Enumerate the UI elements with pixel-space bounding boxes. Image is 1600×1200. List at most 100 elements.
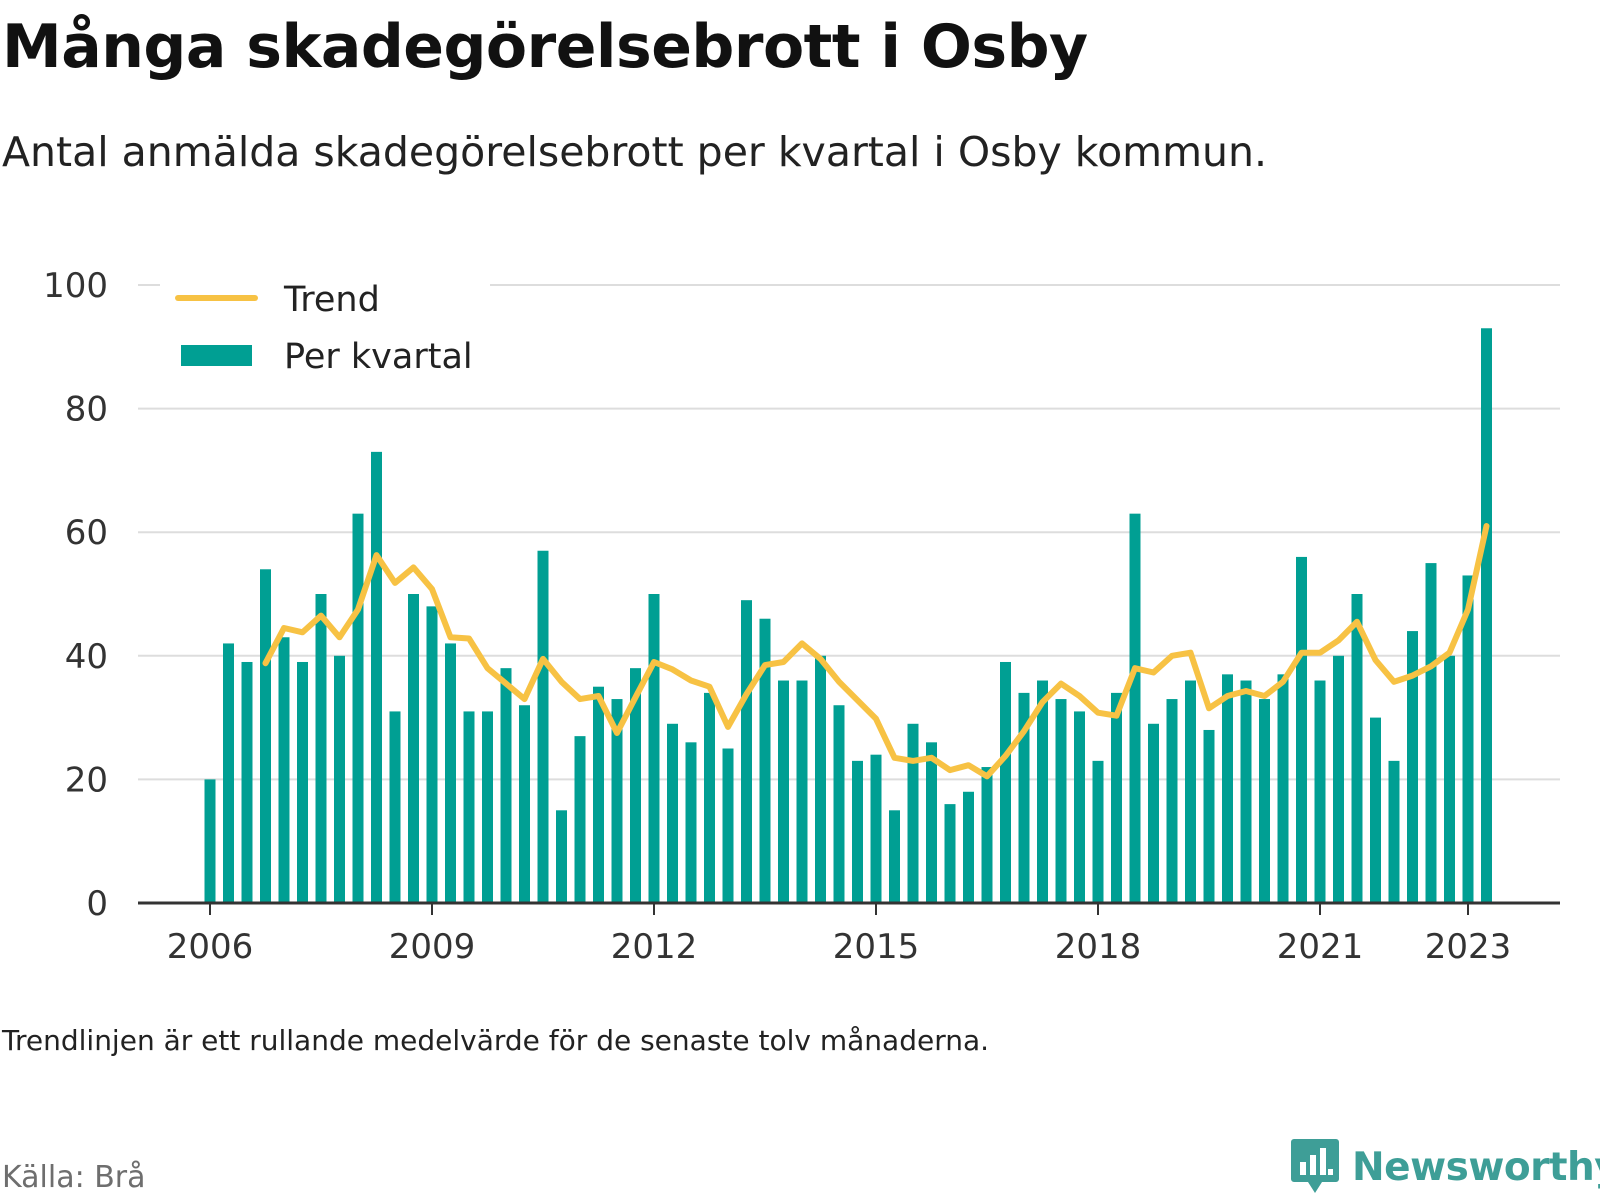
- bar: [722, 748, 734, 903]
- bar: [1055, 699, 1067, 903]
- bar: [352, 513, 364, 903]
- bar: [981, 767, 993, 903]
- legend-bar-label: Per kvartal: [284, 337, 473, 377]
- bar: [1111, 692, 1122, 903]
- bar: [1481, 328, 1492, 903]
- bar: [1129, 513, 1141, 903]
- bar: [1074, 711, 1085, 903]
- bar: [759, 618, 771, 903]
- brand-name: Newsworthy: [1352, 1144, 1600, 1190]
- bar: [389, 711, 401, 903]
- bar: [648, 594, 660, 903]
- y-tick-label: 60: [65, 513, 108, 553]
- brand-logo: Newsworthy: [1290, 1137, 1600, 1197]
- bar: [1185, 680, 1196, 903]
- bar: [907, 723, 919, 903]
- bar: [1222, 674, 1233, 903]
- y-tick-label: 0: [86, 884, 108, 924]
- bar: [852, 760, 863, 903]
- bar: [741, 600, 752, 903]
- bar: [1277, 674, 1289, 903]
- bar: [482, 711, 493, 903]
- bar: [944, 804, 956, 903]
- x-tick-label: 2021: [1277, 927, 1364, 967]
- bar: [1037, 680, 1048, 903]
- bar: [593, 686, 604, 903]
- bar: [1240, 680, 1252, 903]
- bar: [537, 550, 549, 903]
- bar: [704, 692, 715, 903]
- chart-subtitle: Antal anmälda skadegörelsebrott per kvar…: [2, 128, 1268, 176]
- y-tick-label: 100: [43, 266, 108, 306]
- x-tick-label: 2006: [167, 927, 254, 967]
- bar: [611, 699, 623, 903]
- trend-line: [262, 523, 1490, 780]
- bar: [334, 655, 345, 903]
- bar: [889, 810, 900, 903]
- bar: [241, 661, 253, 903]
- newsworthy-logo-icon: [1291, 1139, 1339, 1193]
- bar: [926, 742, 937, 903]
- bar: [408, 594, 419, 903]
- bars: [204, 328, 1492, 903]
- bar: [1388, 760, 1400, 903]
- bar: [1166, 699, 1178, 903]
- bar: [445, 643, 456, 903]
- bar: [833, 705, 845, 903]
- bar: [815, 655, 826, 903]
- bar: [315, 594, 327, 903]
- source-label: Källa: Brå: [2, 1160, 146, 1195]
- bar: [223, 643, 234, 903]
- bar: [519, 705, 530, 903]
- bar: [1425, 563, 1437, 903]
- bar: [426, 606, 438, 903]
- bar: [1333, 655, 1344, 903]
- y-tick-label: 20: [65, 760, 108, 800]
- bar: [1203, 729, 1215, 903]
- bar: [371, 451, 382, 903]
- x-tick-label: 2023: [1425, 927, 1512, 967]
- bar: [204, 779, 216, 903]
- bar: [1148, 723, 1159, 903]
- x-tick-label: 2015: [833, 927, 920, 967]
- legend-background: [160, 274, 490, 392]
- bar: [1296, 556, 1307, 903]
- bar: [260, 569, 271, 903]
- chart-title: Många skadegörelsebrott i Osby: [2, 12, 1088, 82]
- bar: [778, 680, 789, 903]
- y-tick-label: 80: [65, 390, 108, 430]
- legend-bar-swatch: [181, 345, 252, 366]
- bar: [1259, 699, 1270, 903]
- bar: [1370, 717, 1381, 903]
- bar: [685, 742, 697, 903]
- bar: [278, 637, 290, 903]
- bar: [1444, 655, 1455, 903]
- y-axis: 0 20 40 60 80 100: [43, 266, 108, 924]
- bar: [574, 736, 586, 903]
- bar: [1092, 760, 1104, 903]
- bar: [870, 754, 882, 903]
- legend-trend-label: Trend: [283, 280, 380, 320]
- bar: [297, 661, 308, 903]
- x-tick-label: 2018: [1055, 927, 1142, 967]
- bar: [630, 668, 641, 903]
- bar: [667, 723, 678, 903]
- bar: [1462, 575, 1474, 903]
- footnote: Trendlinjen är ett rullande medelvärde f…: [2, 1024, 990, 1057]
- legend: Trend Per kvartal: [160, 274, 490, 392]
- x-tick-label: 2012: [611, 927, 698, 967]
- bar: [1407, 631, 1418, 903]
- bar: [500, 668, 512, 903]
- bar: [796, 680, 808, 903]
- x-axis: 2006 2009 2012 2015 2018 2021 2023: [138, 901, 1560, 967]
- x-tick-label: 2009: [389, 927, 476, 967]
- bar: [1314, 680, 1326, 903]
- bar: [463, 711, 475, 903]
- bar-chart: 2006 2009 2012 2015 2018 2021 2023 0 20 40 60 80 10…: [43, 266, 1560, 967]
- bar: [1351, 594, 1363, 903]
- bar: [556, 810, 567, 903]
- y-tick-label: 40: [65, 637, 108, 677]
- bar: [963, 791, 974, 903]
- bar: [1000, 661, 1011, 903]
- bar: [1018, 692, 1030, 903]
